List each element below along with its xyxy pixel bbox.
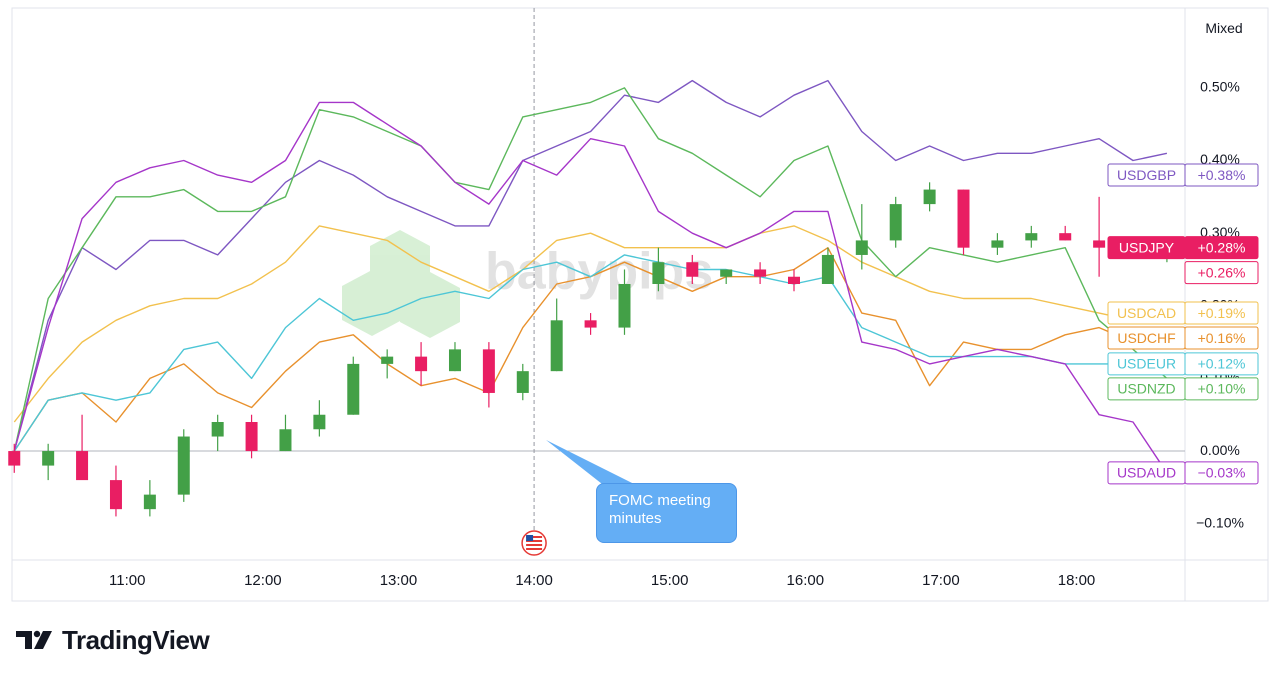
y-tick-label: −0.10%: [1196, 514, 1244, 530]
candle-body: [652, 262, 665, 284]
candle-body: [42, 451, 55, 466]
tag-value-box: [1184, 461, 1259, 485]
tag-value-box: [1184, 301, 1259, 325]
y-tick-label: 0.50%: [1200, 79, 1240, 95]
candle-body: [957, 189, 970, 248]
x-tick-label: 11:00: [109, 572, 145, 589]
candle-body: [177, 436, 190, 495]
tag-value: +0.28%: [1198, 239, 1246, 255]
brand-logo: [16, 630, 52, 649]
tag-value-box: [1184, 352, 1259, 376]
tag-value: +0.12%: [1198, 356, 1246, 372]
candle-body: [550, 320, 563, 372]
scale-mode-button[interactable]: Mixed: [1190, 12, 1258, 44]
x-tick-label: 13:00: [380, 572, 418, 589]
tag-name: USDAUD: [1117, 465, 1176, 481]
y-tick-label: 0.30%: [1200, 224, 1240, 240]
x-tick-label: 16:00: [787, 572, 825, 589]
candle-body: [991, 240, 1004, 248]
x-tick-label: 18:00: [1058, 572, 1096, 589]
series-line: [13, 254, 1167, 452]
tag-value: +0.26%: [1198, 264, 1246, 280]
candle-body: [923, 189, 936, 205]
flag-stripe: [526, 544, 543, 546]
candle-body: [8, 451, 21, 466]
series-line: [13, 225, 1167, 423]
candle-body: [618, 284, 631, 328]
event-callout: FOMC meeting minutes: [596, 483, 737, 543]
x-tick-label: 14:00: [515, 572, 553, 589]
candle-body: [720, 269, 733, 277]
candle-body: [76, 451, 89, 481]
tag-value-box: [1184, 326, 1259, 350]
candle-body: [754, 269, 767, 277]
candle-body: [415, 356, 428, 372]
x-tick-label: 15:00: [651, 572, 689, 589]
tag-name: USDCHF: [1117, 330, 1175, 346]
candle-body: [686, 262, 699, 277]
series-line: [13, 101, 1168, 474]
candle-body: [143, 494, 156, 510]
candle-body: [482, 349, 495, 393]
candle-body: [109, 480, 122, 510]
candle-body: [1093, 240, 1106, 248]
tag-name: USDCAD: [1117, 305, 1176, 321]
candle-body: [279, 429, 292, 452]
tag-value: +0.10%: [1198, 381, 1246, 397]
tag-value-box: [1184, 236, 1259, 260]
candle-body: [821, 254, 834, 284]
tag-value: +0.38%: [1198, 167, 1246, 183]
event-callout-pointer: [546, 440, 635, 484]
candle-body: [855, 240, 868, 255]
tag-value: +0.19%: [1198, 305, 1246, 321]
x-tick-label: 12:00: [244, 572, 282, 589]
y-tick-label: 0.00%: [1200, 442, 1240, 458]
tag-name: USDJPY: [1119, 239, 1175, 255]
flag-circle: [521, 530, 547, 556]
candle-body: [448, 349, 461, 372]
brand-name: TradingView: [62, 625, 210, 655]
event-flag: [521, 530, 547, 556]
series-line: [13, 87, 1168, 452]
tag-name: USDGBP: [1117, 167, 1176, 183]
tag-value-box: [1184, 163, 1259, 187]
tag-value-box: [1184, 377, 1259, 401]
flag-stripe: [526, 540, 543, 542]
candle-body: [889, 204, 902, 241]
flag-canton: [526, 535, 534, 541]
flag-stripe: [526, 536, 543, 538]
series-line: [13, 79, 1168, 452]
tag-value-box: [1184, 261, 1259, 285]
tag-name: USDNZD: [1117, 381, 1175, 397]
candle-body: [516, 371, 529, 393]
tag-value: −0.03%: [1198, 465, 1246, 481]
y-tick-label: 0.40%: [1200, 151, 1240, 167]
candle-body: [347, 363, 360, 415]
candle-body: [245, 422, 258, 452]
candle-body: [211, 422, 224, 437]
candle-body: [788, 276, 800, 284]
candle-body: [584, 320, 597, 328]
candle-body: [1025, 233, 1038, 241]
candle-body: [313, 414, 326, 430]
candle-body: [381, 356, 394, 364]
candle-body: [1059, 233, 1072, 241]
tag-value: +0.16%: [1198, 330, 1246, 346]
flag-stripe: [526, 548, 543, 550]
tag-name: USDEUR: [1117, 356, 1176, 372]
x-tick-label: 17:00: [922, 572, 960, 589]
